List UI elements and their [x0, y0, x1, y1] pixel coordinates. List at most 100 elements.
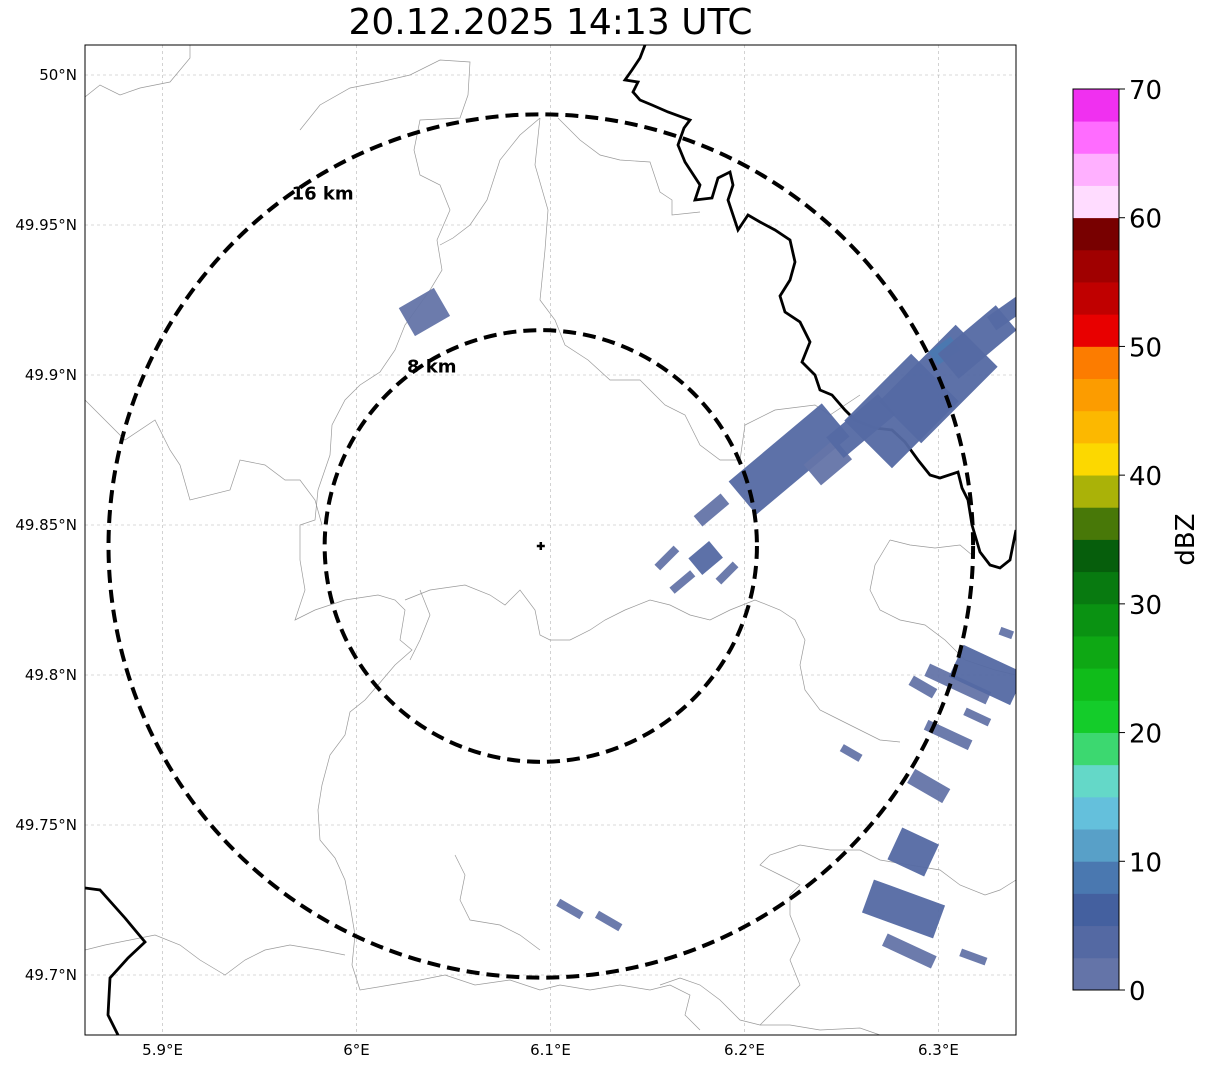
- reflectivity-cell: [948, 644, 1016, 706]
- colorbar-segment: [1073, 475, 1119, 508]
- colorbar-segment: [1073, 185, 1119, 219]
- reflectivity-cell: [728, 403, 850, 515]
- boundary-line: [439, 117, 541, 246]
- reflectivity-cell: [594, 910, 623, 932]
- lat-tick-label: 49.8°N: [25, 666, 77, 684]
- colorbar-tick-label: 30: [1129, 591, 1162, 621]
- map-title: 20.12.2025 14:13 UTC: [348, 2, 753, 43]
- colorbar: 0 10 20 30 40 50 60 70 dBZ: [1072, 76, 1201, 1007]
- boundary-line: [869, 539, 1016, 676]
- colorbar-tick-label: 60: [1129, 205, 1162, 235]
- colorbar-segment: [1073, 442, 1119, 476]
- colorbar-segment: [1073, 282, 1119, 315]
- colorbar-segment: [1073, 571, 1119, 605]
- colorbar-tick-label: 40: [1129, 462, 1162, 492]
- boundary-line: [294, 59, 701, 1031]
- ring-label: 16 km: [292, 183, 354, 204]
- lon-tick-label: 6.1°E: [530, 1041, 571, 1059]
- reflectivity-cell: [654, 545, 680, 571]
- colorbar-segment: [1073, 829, 1119, 862]
- boundary-line: [659, 977, 881, 1035]
- lat-tick-label: 49.7°N: [25, 966, 77, 984]
- radar-site-marker: [536, 542, 545, 550]
- range-ring: [322, 328, 759, 764]
- colorbar-tick-label: 70: [1129, 76, 1162, 106]
- border-line-lu-be: [85, 886, 147, 1035]
- lon-tick-label: 6.2°E: [724, 1041, 765, 1059]
- colorbar-segment: [1073, 153, 1119, 186]
- reflectivity-cell: [907, 768, 951, 804]
- colorbar-title: dBZ: [1171, 513, 1201, 565]
- lat-tick-label: 49.85°N: [15, 516, 77, 534]
- reflectivity-cell: [669, 570, 696, 594]
- reflectivity-cell: [688, 541, 723, 575]
- colorbar-segment: [1073, 249, 1119, 283]
- lon-tick-label: 5.9°E: [142, 1041, 183, 1059]
- colorbar-segment: [1073, 507, 1119, 540]
- colorbar-segment: [1073, 732, 1119, 766]
- reflectivity-cell: [839, 744, 863, 762]
- ring-labels: 8 km 16 km: [292, 183, 457, 377]
- national-borders: [85, 45, 1016, 1035]
- boundary-line: [534, 117, 861, 461]
- reflectivity-cell: [398, 287, 451, 337]
- boundary-line: [557, 117, 701, 216]
- range-ring: [106, 112, 976, 980]
- colorbar-segment: [1073, 121, 1119, 154]
- latitude-labels: 50°N 49.95°N 49.9°N 49.85°N 49.8°N 49.75°N 49.…: [15, 66, 77, 984]
- colorbar-segment: [1073, 636, 1119, 669]
- reflectivity-cell: [861, 879, 946, 939]
- map-frame: [84, 44, 1017, 1036]
- reflectivity-cell: [881, 933, 937, 969]
- lon-tick-label: 6.3°E: [918, 1041, 959, 1059]
- boundary-line: [889, 539, 973, 556]
- boundary-line: [404, 584, 901, 743]
- boundary-line: [759, 844, 1016, 1026]
- longitude-labels: 5.9°E 6°E 6.1°E 6.2°E 6.3°E: [142, 1041, 959, 1059]
- reflectivity-cell: [693, 493, 730, 527]
- reflectivity-cell: [963, 707, 992, 727]
- boundary-line: [85, 399, 323, 526]
- reflectivity-cell: [923, 719, 973, 751]
- lon-tick-label: 6°E: [343, 1041, 370, 1059]
- reflectivity-cell: [998, 626, 1015, 640]
- colorbar-segment: [1073, 700, 1119, 733]
- boundary-line: [454, 854, 541, 951]
- colorbar-tick-label: 0: [1129, 977, 1146, 1007]
- colorbar-segment: [1073, 378, 1119, 412]
- boundary-line: [85, 934, 346, 976]
- reflectivity-layer: [398, 287, 1016, 969]
- lat-tick-label: 49.9°N: [25, 366, 77, 384]
- colorbar-segment: [1073, 957, 1119, 991]
- boundary-line: [409, 589, 431, 661]
- reflectivity-cell: [887, 827, 939, 877]
- colorbar-tick-label: 10: [1129, 848, 1162, 878]
- reflectivity-cell: [959, 948, 988, 966]
- colorbar-frame: [1072, 88, 1120, 991]
- reflectivity-cell: [556, 898, 584, 920]
- boundary-line: [85, 45, 191, 98]
- colorbar-segment: [1073, 764, 1119, 798]
- admin-boundaries: [85, 45, 1016, 1035]
- colorbar-segment: [1073, 346, 1119, 380]
- ring-label: 8 km: [407, 357, 457, 378]
- colorbar-segment: [1073, 410, 1119, 444]
- colorbar-segment: [1073, 603, 1119, 637]
- reflectivity-cell: [924, 663, 992, 705]
- colorbar-segment: [1073, 668, 1119, 701]
- lat-tick-label: 49.75°N: [15, 816, 77, 834]
- reflectivity-cell: [908, 675, 938, 699]
- lat-tick-label: 50°N: [39, 66, 77, 84]
- colorbar-segment: [1073, 314, 1119, 347]
- colorbar-tick-label: 20: [1129, 720, 1162, 750]
- lat-tick-label: 49.95°N: [15, 216, 77, 234]
- colorbar-segment: [1073, 893, 1119, 927]
- colorbar-segment: [1073, 796, 1119, 830]
- colorbar-segment: [1073, 925, 1119, 959]
- colorbar-segment: [1073, 539, 1119, 573]
- reflectivity-cell: [987, 293, 1016, 331]
- colorbar-segment: [1073, 861, 1119, 894]
- colorbar-segment: [1073, 217, 1119, 251]
- colorbar-tick-label: 50: [1129, 333, 1162, 363]
